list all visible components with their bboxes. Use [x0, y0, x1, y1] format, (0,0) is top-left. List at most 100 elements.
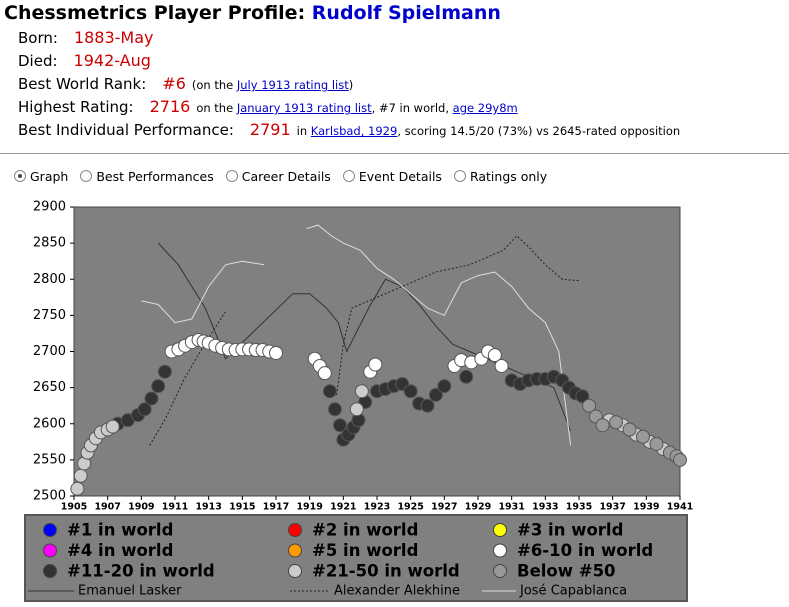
- rating-dot: [673, 452, 687, 467]
- legend-label: #11-20 in world: [67, 562, 215, 581]
- y-tick-label: 2800: [33, 272, 66, 287]
- fact-detail: (on the July 1913 rating list): [192, 78, 353, 92]
- legend-label: #4 in world: [67, 541, 173, 560]
- x-tick-label: 1931: [498, 502, 524, 513]
- x-tick-label: 1909: [128, 502, 154, 513]
- x-tick-label: 1929: [465, 502, 491, 513]
- radio-button[interactable]: [14, 170, 26, 182]
- fact-detail: on the January 1913 rating list, #7 in w…: [196, 101, 517, 115]
- profile-header: Chessmetrics Player Profile: Rudolf Spie…: [4, 0, 784, 143]
- rating-dot: [327, 402, 342, 417]
- rating-dot: [428, 387, 443, 402]
- rating-dot: [151, 379, 166, 394]
- rating-dot: [349, 402, 364, 417]
- legend-marker: [493, 543, 507, 558]
- fact-label: Best World Rank:: [18, 75, 147, 93]
- x-tick-label: 1913: [195, 502, 221, 513]
- fact-label: Best Individual Performance:: [18, 121, 234, 139]
- radio-option[interactable]: Best Performances: [80, 169, 214, 184]
- link[interactable]: Karlsbad, 1929: [310, 124, 398, 138]
- radio-option[interactable]: Graph: [14, 169, 68, 184]
- detail-text: in: [296, 124, 311, 138]
- y-tick-label: 2700: [33, 344, 66, 359]
- detail-text: , #7 in world,: [371, 101, 453, 115]
- fact-value: 2716: [149, 97, 191, 116]
- fact-value: 1942-Aug: [73, 51, 151, 70]
- x-tick-label: 1907: [94, 502, 120, 513]
- radio-button[interactable]: [342, 170, 355, 182]
- radio-label: Ratings only: [469, 169, 548, 184]
- rating-dot: [144, 391, 159, 406]
- radio-label: Graph: [30, 169, 69, 184]
- rating-dot: [269, 345, 283, 360]
- radio-label: Event Details: [358, 169, 442, 184]
- y-tick-label: 2750: [33, 308, 66, 323]
- legend-label: #21-50 in world: [312, 562, 460, 581]
- legend-label: #1 in world: [67, 521, 173, 540]
- fact-label: Born:: [18, 29, 58, 47]
- rating-dot: [575, 389, 590, 404]
- detail-text: (on the: [191, 78, 237, 92]
- x-tick-label: 1915: [229, 502, 255, 513]
- x-tick-label: 1919: [296, 502, 322, 513]
- y-tick-label: 2900: [33, 200, 66, 215]
- x-tick-label: 1921: [330, 502, 356, 513]
- y-tick-label: 2650: [33, 380, 66, 395]
- radio-option[interactable]: Career Details: [225, 169, 331, 184]
- radio-button[interactable]: [453, 170, 466, 182]
- y-tick-label: 2600: [33, 416, 66, 431]
- legend-label: Emanuel Lasker: [78, 584, 182, 599]
- fact-row: Highest Rating: 2716 on the January 1913 r…: [18, 97, 784, 120]
- legend-label: Below #50: [517, 562, 616, 581]
- rating-dot: [437, 379, 452, 394]
- x-tick-label: 1933: [532, 502, 558, 513]
- x-tick-label: 1941: [667, 502, 693, 513]
- y-tick-label: 2500: [33, 489, 66, 504]
- radio-label: Best Performances: [96, 169, 214, 184]
- rating-dot: [487, 348, 502, 363]
- divider: [0, 153, 789, 154]
- x-tick-label: 1923: [364, 502, 390, 513]
- x-tick-label: 1905: [61, 502, 87, 513]
- fact-row: Died: 1942-Aug: [18, 51, 784, 74]
- reference-line: [149, 235, 580, 446]
- legend-marker: [493, 564, 507, 578]
- link[interactable]: January 1913 rating list: [236, 101, 372, 115]
- legend-marker: [43, 543, 57, 558]
- fact-row: Best Individual Performance: 2791 in Karls…: [18, 120, 784, 143]
- detail-text: on the: [196, 101, 237, 115]
- rating-dot: [322, 384, 337, 399]
- legend-marker: [288, 564, 302, 578]
- legend-marker: [288, 523, 302, 537]
- radio-button[interactable]: [80, 170, 93, 182]
- legend-marker: [43, 523, 57, 537]
- rating-dot: [137, 402, 152, 417]
- x-tick-label: 1927: [431, 502, 457, 513]
- rating-dot: [609, 415, 624, 430]
- rating-dot: [582, 398, 597, 413]
- rating-dot: [332, 418, 347, 433]
- fact-value: 2791: [249, 120, 291, 139]
- legend-label: Alexander Alekhine: [334, 584, 460, 599]
- link[interactable]: July 1913 rating list: [236, 78, 349, 92]
- x-tick-label: 1925: [397, 502, 423, 513]
- rating-dot: [595, 418, 610, 433]
- fact-value: #6: [162, 74, 186, 93]
- detail-text: ): [348, 78, 354, 92]
- radio-option[interactable]: Ratings only: [453, 169, 548, 184]
- rating-dot: [635, 429, 650, 444]
- rating-dot: [70, 481, 85, 496]
- rating-dot: [420, 398, 435, 413]
- legend-label: #5 in world: [312, 541, 418, 560]
- rating-dot: [403, 384, 418, 399]
- radio-option[interactable]: Event Details: [342, 169, 442, 184]
- link[interactable]: age 29y8m: [452, 101, 518, 115]
- fact-label: Highest Rating:: [18, 98, 134, 116]
- radio-button[interactable]: [225, 170, 238, 182]
- fact-value: 1883-May: [73, 28, 154, 47]
- rating-dot: [73, 468, 88, 483]
- legend-marker: [288, 543, 302, 558]
- legend-label: José Capablanca: [519, 584, 627, 599]
- player-name: Rudolf Spielmann: [311, 2, 501, 24]
